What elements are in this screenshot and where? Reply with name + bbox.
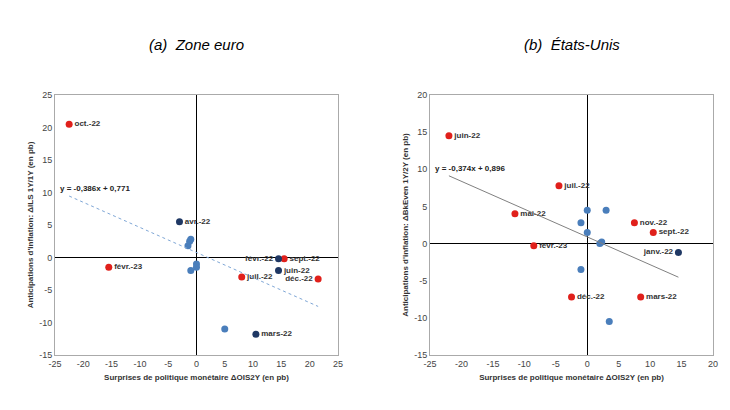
svg-text:Surprises de politique monétai: Surprises de politique monétaire ΔOIS2Y …: [479, 373, 664, 382]
svg-text:sept.-22: sept.-22: [290, 254, 321, 263]
svg-text:-20: -20: [455, 359, 468, 369]
svg-text:(b) États-Unis: (b) États-Unis: [524, 36, 620, 53]
svg-text:sept.-22: sept.-22: [659, 227, 690, 236]
svg-text:Anticipations d'inflation: ΔBk: Anticipations d'inflation: ΔBkEven 1Y/2Y…: [401, 133, 410, 317]
svg-text:-10: -10: [133, 359, 146, 369]
svg-text:25: 25: [42, 90, 52, 100]
svg-text:nov.-22: nov.-22: [640, 218, 668, 227]
svg-text:15: 15: [42, 155, 52, 165]
svg-text:avr.-22: avr.-22: [185, 217, 211, 226]
svg-text:févr.-22: févr.-22: [245, 254, 274, 263]
svg-text:10: 10: [42, 188, 52, 198]
svg-text:20: 20: [42, 123, 52, 133]
svg-text:janv.-22: janv.-22: [643, 247, 674, 256]
svg-text:-10: -10: [39, 318, 52, 328]
svg-text:-5: -5: [419, 276, 427, 286]
svg-text:mai-22: mai-22: [520, 209, 546, 218]
svg-text:15: 15: [276, 359, 286, 369]
svg-text:févr.-23: févr.-23: [114, 262, 143, 271]
svg-text:0: 0: [47, 253, 52, 263]
svg-text:-5: -5: [164, 359, 172, 369]
svg-text:10: 10: [248, 359, 258, 369]
svg-text:-10: -10: [518, 359, 531, 369]
svg-text:0: 0: [585, 359, 590, 369]
svg-text:y = -0,374x + 0,896: y = -0,374x + 0,896: [435, 164, 505, 173]
svg-text:-15: -15: [105, 359, 118, 369]
svg-text:15: 15: [677, 359, 687, 369]
svg-text:20: 20: [708, 359, 718, 369]
svg-text:juin-22: juin-22: [453, 131, 480, 140]
svg-text:Anticipations d'inflation: ΔIL: Anticipations d'inflation: ΔILS 1Y/1Y (e…: [26, 141, 35, 308]
svg-text:5: 5: [222, 359, 227, 369]
svg-text:5: 5: [47, 220, 52, 230]
svg-text:y = -0,386x + 0,771: y = -0,386x + 0,771: [60, 184, 130, 193]
svg-text:-15: -15: [486, 359, 499, 369]
svg-text:(a) Zone euro: (a) Zone euro: [149, 36, 244, 53]
svg-text:-25: -25: [48, 359, 61, 369]
svg-text:déc.-22: déc.-22: [577, 292, 605, 301]
svg-text:Surprises de politique monétai: Surprises de politique monétaire ΔOIS2Y …: [104, 373, 289, 382]
svg-text:mars-22: mars-22: [646, 292, 677, 301]
svg-text:-20: -20: [77, 359, 90, 369]
svg-text:0: 0: [422, 239, 427, 249]
svg-text:-15: -15: [414, 350, 427, 360]
svg-text:0: 0: [194, 359, 199, 369]
svg-text:20: 20: [417, 90, 427, 100]
svg-text:févr.-23: févr.-23: [539, 241, 568, 250]
svg-text:20: 20: [305, 359, 315, 369]
svg-text:-5: -5: [44, 285, 52, 295]
svg-text:5: 5: [422, 202, 427, 212]
svg-text:mars-22: mars-22: [261, 329, 292, 338]
svg-text:oct.-22: oct.-22: [75, 119, 101, 128]
svg-text:5: 5: [616, 359, 621, 369]
svg-text:-25: -25: [424, 359, 437, 369]
svg-text:-5: -5: [552, 359, 560, 369]
svg-text:25: 25: [333, 359, 343, 369]
svg-text:juil.-22: juil.-22: [563, 181, 590, 190]
svg-text:-15: -15: [39, 350, 52, 360]
svg-text:15: 15: [417, 127, 427, 137]
svg-text:juin-22: juin-22: [283, 266, 310, 275]
svg-text:10: 10: [417, 164, 427, 174]
svg-text:-10: -10: [414, 313, 427, 323]
svg-text:juil.-22: juil.-22: [246, 272, 273, 281]
svg-text:10: 10: [645, 359, 655, 369]
svg-text:déc.-22: déc.-22: [285, 274, 313, 283]
